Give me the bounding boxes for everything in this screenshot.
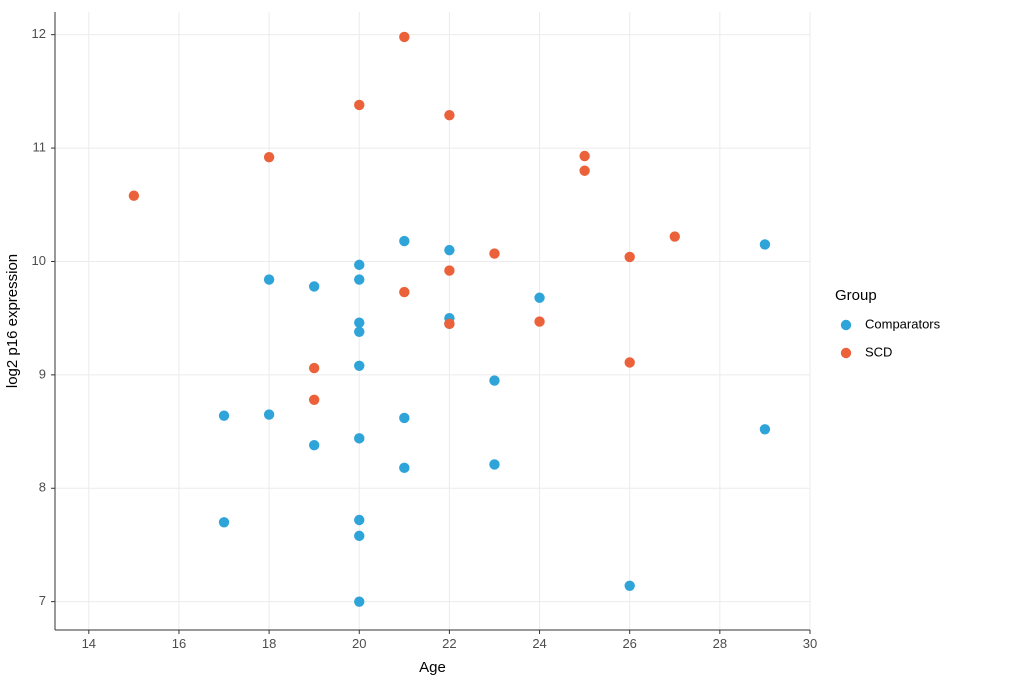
x-tick-label: 20	[352, 636, 366, 651]
data-point	[354, 596, 364, 606]
x-tick-label: 30	[803, 636, 817, 651]
legend-key-point	[841, 320, 851, 330]
data-point	[579, 151, 589, 161]
data-point	[444, 265, 454, 275]
legend-key-point	[841, 348, 851, 358]
data-point	[354, 318, 364, 328]
data-point	[444, 245, 454, 255]
data-point	[399, 32, 409, 42]
data-point	[309, 395, 319, 405]
data-point	[399, 413, 409, 423]
x-tick-label: 14	[82, 636, 96, 651]
data-point	[354, 433, 364, 443]
y-axis-title: log2 p16 expression	[4, 254, 21, 388]
data-point	[354, 274, 364, 284]
data-point	[264, 409, 274, 419]
data-point	[309, 281, 319, 291]
data-point	[309, 440, 319, 450]
data-point	[129, 190, 139, 200]
scatter-chart: 14 16 18 20 22 24 26 28 30 7 8 9 10 11 12 Age log2 p16 e…	[0, 0, 1020, 683]
x-tick-label: 18	[262, 636, 276, 651]
data-point	[264, 274, 274, 284]
data-point	[354, 327, 364, 337]
x-tick-label: 24	[532, 636, 546, 651]
data-point	[534, 293, 544, 303]
y-tick-label: 7	[39, 593, 46, 608]
y-tick-label: 12	[32, 26, 46, 41]
data-point	[489, 375, 499, 385]
data-point	[264, 152, 274, 162]
data-point	[489, 248, 499, 258]
data-point	[444, 110, 454, 120]
x-tick-label: 28	[713, 636, 727, 651]
data-point	[625, 581, 635, 591]
x-tick-label: 26	[622, 636, 636, 651]
data-point	[625, 357, 635, 367]
data-point	[354, 515, 364, 525]
legend-label: SCD	[865, 344, 892, 359]
data-point	[399, 236, 409, 246]
data-point	[444, 319, 454, 329]
legend-title: Group	[835, 287, 877, 304]
data-point	[399, 287, 409, 297]
data-point	[760, 424, 770, 434]
chart-svg: 14 16 18 20 22 24 26 28 30 7 8 9 10 11 12 Age log2 p16 e…	[0, 0, 1020, 683]
data-point	[354, 260, 364, 270]
y-tick-label: 11	[33, 140, 47, 155]
data-point	[354, 361, 364, 371]
chart-bg	[0, 0, 1020, 683]
data-point	[670, 231, 680, 241]
data-point	[760, 239, 770, 249]
data-point	[309, 363, 319, 373]
data-point	[534, 316, 544, 326]
data-point	[489, 459, 499, 469]
data-point	[354, 531, 364, 541]
data-point	[399, 463, 409, 473]
data-point	[625, 252, 635, 262]
x-axis-title: Age	[419, 659, 446, 676]
legend-label: Comparators	[865, 316, 941, 331]
y-tick-label: 8	[39, 480, 46, 495]
data-point	[219, 517, 229, 527]
y-tick-label: 10	[32, 253, 46, 268]
x-tick-label: 16	[172, 636, 186, 651]
x-tick-label: 22	[442, 636, 456, 651]
y-tick-label: 9	[39, 366, 46, 381]
data-point	[579, 166, 589, 176]
data-point	[219, 410, 229, 420]
data-point	[354, 100, 364, 110]
